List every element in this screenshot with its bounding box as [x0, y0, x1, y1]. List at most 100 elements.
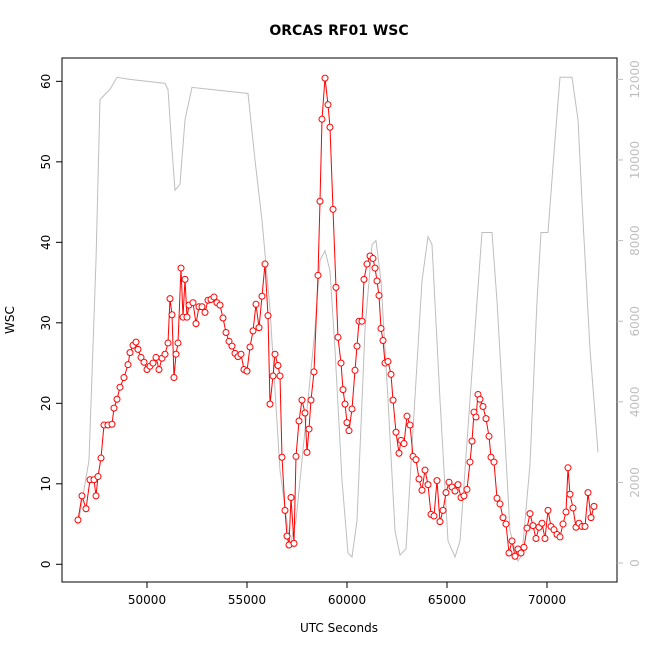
data-point	[403, 412, 411, 420]
data-point	[137, 353, 145, 361]
data-point	[78, 492, 86, 500]
data-point	[550, 526, 558, 534]
data-point	[255, 324, 263, 332]
data-point	[324, 101, 332, 109]
data-point	[132, 338, 140, 346]
data-point	[332, 283, 340, 291]
data-point	[82, 505, 90, 513]
y-tick-label: 20	[39, 396, 53, 411]
data-point	[181, 275, 189, 283]
data-point	[225, 337, 233, 345]
y-tick-label: 10	[39, 476, 53, 491]
data-point	[261, 260, 269, 268]
data-point	[584, 489, 592, 497]
data-point	[110, 404, 118, 412]
data-point	[94, 473, 102, 481]
x-axis-label: UTC Seconds	[300, 621, 378, 635]
data-point	[278, 453, 286, 461]
y2-tick-label: 10000	[628, 141, 642, 179]
data-point	[343, 419, 351, 427]
data-point	[587, 514, 595, 522]
data-point	[415, 475, 423, 483]
data-point	[532, 535, 540, 543]
data-point	[564, 464, 572, 472]
data-point	[74, 516, 82, 524]
data-point	[377, 324, 385, 332]
data-point	[433, 477, 441, 485]
data-point	[310, 368, 318, 376]
data-point	[379, 337, 387, 345]
data-point	[222, 328, 230, 336]
data-point	[482, 415, 490, 423]
data-point	[569, 504, 577, 512]
data-point	[375, 291, 383, 299]
data-point	[341, 400, 349, 408]
data-point	[406, 421, 414, 429]
data-point	[430, 512, 438, 520]
y-tick-label: 60	[39, 74, 53, 89]
data-point	[168, 311, 176, 319]
data-point	[210, 293, 218, 301]
data-point	[439, 506, 447, 514]
y2-tick-label: 8000	[628, 225, 642, 256]
data-point	[269, 372, 277, 380]
data-point	[360, 275, 368, 283]
data-point	[424, 481, 432, 489]
data-point	[155, 366, 163, 374]
x-tick-label: 60000	[328, 593, 366, 607]
data-point	[490, 458, 498, 466]
data-point	[177, 264, 185, 272]
x-tick-label: 70000	[528, 593, 566, 607]
data-point	[274, 361, 282, 369]
data-point	[292, 452, 300, 460]
data-point	[124, 361, 132, 369]
data-point	[174, 339, 182, 347]
data-point	[418, 486, 426, 494]
data-point	[468, 437, 476, 445]
data-point	[126, 349, 134, 357]
data-point	[97, 454, 105, 462]
data-point	[590, 502, 598, 510]
data-point	[538, 519, 546, 527]
data-point	[544, 506, 552, 514]
data-point	[541, 535, 549, 543]
data-point	[164, 339, 172, 347]
data-point	[276, 372, 284, 380]
data-point	[120, 374, 128, 382]
data-point	[581, 522, 589, 530]
y2-tick-label: 6000	[628, 306, 642, 337]
data-point	[353, 342, 361, 350]
data-point	[496, 500, 504, 508]
data-point	[246, 343, 254, 351]
data-point	[326, 123, 334, 131]
data-point	[389, 396, 397, 404]
data-point	[334, 333, 342, 341]
data-point	[511, 552, 519, 560]
data-point	[454, 481, 462, 489]
data-point	[348, 405, 356, 413]
data-point	[529, 522, 537, 530]
data-point	[329, 205, 337, 213]
data-point	[339, 386, 347, 394]
data-point	[485, 432, 493, 440]
data-point	[395, 449, 403, 457]
data-point	[487, 453, 495, 461]
data-point	[108, 420, 116, 428]
data-point	[166, 295, 174, 303]
data-point	[520, 543, 528, 551]
data-point	[505, 549, 513, 557]
data-point	[412, 456, 420, 464]
y-tick-label: 0	[39, 560, 53, 568]
data-point	[345, 427, 353, 435]
data-point	[316, 197, 324, 205]
data-point	[161, 350, 169, 358]
data-point	[134, 345, 142, 353]
data-point	[517, 549, 525, 557]
chart-title: ORCAS RF01 WSC	[269, 23, 408, 39]
data-point	[566, 490, 574, 498]
data-point	[237, 350, 245, 358]
data-point	[149, 359, 157, 367]
data-point	[264, 312, 272, 320]
data-point	[363, 260, 371, 268]
